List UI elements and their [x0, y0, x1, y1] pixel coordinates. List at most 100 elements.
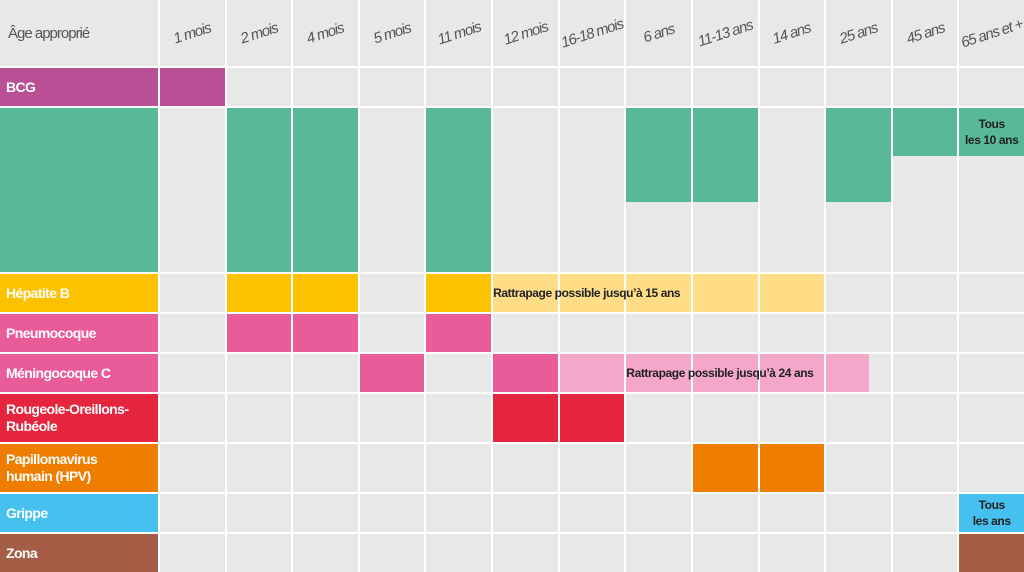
schedule-cell — [160, 314, 225, 352]
age-label: 4 mois — [304, 19, 347, 47]
header-age-2: 2 mois — [226, 0, 292, 66]
schedule-cell — [759, 314, 825, 352]
age-label: 5 mois — [371, 19, 413, 47]
schedule-cell — [759, 494, 825, 532]
schedule-cell — [826, 394, 891, 442]
schedule-cell — [626, 444, 691, 492]
dose-block-dtp — [892, 108, 958, 156]
schedule-cell — [959, 68, 1024, 106]
schedule-cell — [293, 354, 358, 392]
age-label: 25 ans — [837, 18, 880, 48]
schedule-cell — [626, 534, 691, 572]
schedule-cell — [759, 108, 825, 272]
schedule-cell — [359, 68, 425, 106]
schedule-cell — [626, 494, 691, 532]
schedule-cell — [160, 394, 225, 442]
schedule-cell — [426, 394, 492, 442]
schedule-cell — [692, 68, 758, 106]
age-label: 14 ans — [770, 18, 814, 48]
row-label-bcg: BCG — [0, 68, 158, 106]
schedule-cell — [160, 534, 225, 572]
schedule-cell — [759, 394, 825, 442]
schedule-cell — [826, 68, 891, 106]
schedule-cell — [426, 534, 492, 572]
schedule-cell — [626, 314, 691, 352]
age-label: 45 ans — [903, 18, 947, 48]
schedule-cell — [493, 68, 558, 106]
schedule-cell — [892, 274, 958, 312]
schedule-cell — [559, 444, 625, 492]
schedule-cell — [892, 314, 958, 352]
schedule-cell — [359, 108, 425, 272]
dose-block-hepb — [293, 274, 358, 312]
schedule-cell — [826, 494, 891, 532]
schedule-cell — [359, 494, 425, 532]
catch-up-block-hepb — [759, 274, 825, 312]
schedule-cell — [493, 108, 558, 272]
schedule-cell — [959, 394, 1024, 442]
schedule-cell — [160, 444, 225, 492]
header-corner-text: Âge approprié — [8, 24, 90, 42]
age-label: 6 ans — [640, 20, 677, 46]
schedule-cell — [892, 68, 958, 106]
dose-block-dtp — [826, 108, 891, 202]
dose-block-meningo — [359, 354, 425, 392]
dose-block-dtp — [226, 108, 292, 272]
dose-block-ror — [559, 394, 625, 442]
dose-block-pneumo — [293, 314, 358, 352]
schedule-cell — [626, 394, 691, 442]
schedule-cell — [160, 354, 225, 392]
schedule-cell — [226, 68, 292, 106]
catch-up-block-hepb — [626, 274, 691, 312]
age-label: 65 ans et + — [959, 15, 1024, 51]
schedule-cell — [293, 444, 358, 492]
header-age-label: Âge approprié — [0, 0, 158, 66]
header-age-3: 4 mois — [293, 0, 358, 66]
schedule-cell — [359, 394, 425, 442]
schedule-cell — [359, 534, 425, 572]
age-label: 2 mois — [238, 19, 280, 47]
schedule-cell — [826, 444, 891, 492]
schedule-cell — [426, 68, 492, 106]
catch-up-block-hepb — [493, 274, 558, 312]
schedule-cell — [959, 444, 1024, 492]
schedule-cell — [759, 68, 825, 106]
row-label-grippe: Grippe — [0, 494, 158, 532]
dose-block-meningo — [493, 354, 558, 392]
schedule-cell — [226, 354, 292, 392]
schedule-cell — [826, 274, 891, 312]
dose-block-dtp — [426, 108, 492, 272]
schedule-cell — [826, 534, 891, 572]
schedule-cell — [493, 534, 558, 572]
schedule-cell — [692, 494, 758, 532]
row-label-meningo: Méningocoque C — [0, 354, 158, 392]
schedule-cell — [359, 274, 425, 312]
schedule-cell — [892, 354, 958, 392]
schedule-cell — [226, 444, 292, 492]
catch-up-block-meningo — [826, 354, 869, 392]
row-label-bg — [0, 108, 158, 272]
schedule-cell — [160, 108, 225, 272]
schedule-cell — [226, 394, 292, 442]
header-age-10: 14 ans — [759, 0, 825, 66]
schedule-cell — [426, 444, 492, 492]
dose-block-dtp — [692, 108, 758, 202]
schedule-cell — [559, 534, 625, 572]
header-age-7: 16-18 mois — [559, 0, 625, 66]
schedule-cell — [892, 394, 958, 442]
header-age-6: 12 mois — [493, 0, 558, 66]
header-age-5: 11 mois — [426, 0, 492, 66]
schedule-cell — [359, 444, 425, 492]
schedule-cell — [359, 314, 425, 352]
schedule-cell — [493, 494, 558, 532]
age-label: 16-18 mois — [559, 14, 625, 52]
schedule-cell — [892, 444, 958, 492]
schedule-cell — [692, 314, 758, 352]
dose-block-bcg — [160, 68, 225, 106]
schedule-cell — [293, 68, 358, 106]
schedule-cell — [293, 494, 358, 532]
schedule-cell — [493, 444, 558, 492]
dose-block-dtp — [626, 108, 691, 202]
dose-block-dtp — [959, 108, 1024, 156]
